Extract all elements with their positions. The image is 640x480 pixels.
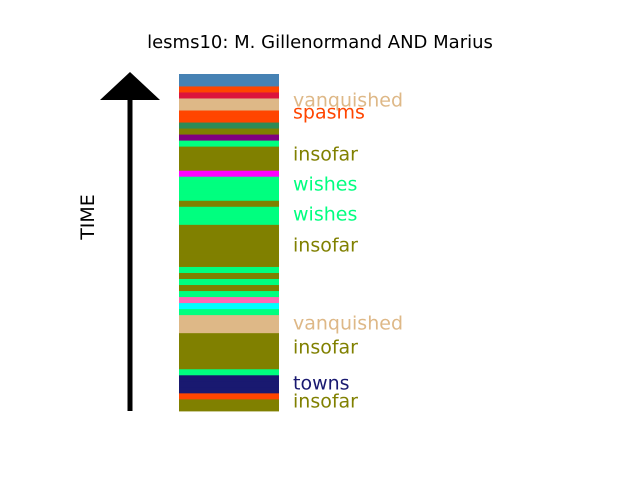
segment-label: towns [293,372,350,395]
segment-bar [179,362,279,370]
segment-bar [179,122,279,129]
segment-bar [179,290,279,298]
segment-bar [179,176,279,183]
segment-bar [179,140,279,147]
segment-bar [179,266,279,273]
segment-bar [179,200,279,207]
segment-bar [179,212,279,219]
segment-label: spasms [293,101,365,124]
segment-bar [179,260,279,267]
segment-bar [179,326,279,334]
segment-label: vanquished [293,89,404,112]
segment-bar [179,254,279,261]
segment-bar [179,110,279,117]
segment-label: insofar [293,390,358,413]
segment-bar [179,356,279,364]
segment-bar [179,350,279,358]
segment-bar [179,74,279,81]
segment-bar [179,188,279,195]
segment-label: insofar [293,336,358,359]
segment-bar [179,80,279,87]
segment-bar [179,230,279,237]
segment-bar [179,284,279,292]
segment-label: insofar [293,143,358,166]
segment-bar [179,218,279,225]
segment-bar [179,182,279,189]
segment-bar [179,194,279,201]
segment-bar [179,164,279,171]
segment-label: wishes [293,203,358,226]
chart-title: lesms10: M. Gillenormand AND Marius [147,32,493,53]
segment-bar [179,332,279,340]
segment-label: insofar [293,234,358,256]
segment-bar [179,386,279,394]
segment-label: wishes [293,173,358,196]
segment-bar [179,146,279,153]
segment-bar [179,398,279,406]
segment-bar [179,236,279,243]
segment-bar [179,224,279,231]
segment-bar [179,404,279,412]
segment-bar [179,278,279,286]
timeline-segments [179,74,279,412]
segment-bar [179,296,279,304]
segment-bar [179,314,279,322]
segment-bar [179,98,279,105]
segment-bar [179,374,279,382]
segment-bar [179,272,279,280]
segment-label: vanquished [293,312,404,335]
segment-bar [179,302,279,310]
segment-bar [179,134,279,141]
segment-bar [179,248,279,255]
segment-bar [179,206,279,213]
segment-bar [179,242,279,249]
segment-bar [179,104,279,111]
segment-bar [179,116,279,123]
segment-bar [179,92,279,99]
segment-bar [179,158,279,165]
segment-bar [179,380,279,388]
segment-bar [179,170,279,177]
segment-bar [179,86,279,93]
segment-bar [179,320,279,328]
segment-bar [179,338,279,346]
segment-bar [179,392,279,400]
segment-bar [179,368,279,376]
segment-bar [179,308,279,316]
segment-bar [179,128,279,135]
segment-bar [179,152,279,159]
time-arrow-head [100,72,160,100]
segment-bar [179,344,279,352]
